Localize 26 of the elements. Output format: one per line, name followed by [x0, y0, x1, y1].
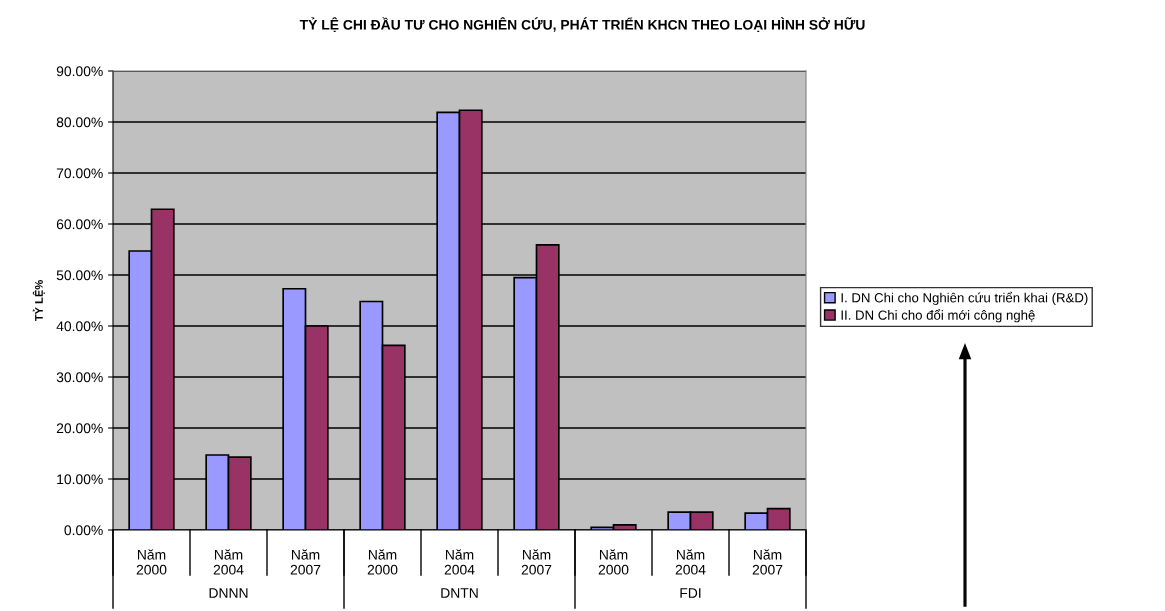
text: DNNN — [209, 588, 248, 598]
y-tick-label: 80.00% — [56, 117, 103, 128]
x-tick-label: Năm 2004 — [444, 549, 475, 575]
x-tick-label: Năm 2000 — [598, 549, 629, 575]
y-tick-label: 10.00% — [57, 474, 103, 485]
y-tick-label: 30.00% — [56, 372, 103, 383]
x-tick-label: Năm 2004 — [675, 549, 706, 575]
legend-label: II. DN Chi cho đổi mới công nghệ — [841, 308, 1035, 323]
x-tick-label: Năm 2007 — [521, 549, 552, 575]
x-tick-label: Năm 2004 — [213, 549, 244, 575]
y-tick-label: 50.00% — [56, 270, 103, 281]
x-tick-label: Năm 2007 — [752, 549, 783, 575]
chart-title: TỶ LỆ CHI ĐẦU TƯ CHO NGHIÊN CỨU, PHÁT TRIỂN KHCN THEO LOẠI HÌNH SỞ HỮU — [299, 17, 865, 33]
text: FDI — [680, 588, 701, 598]
y-tick-label: 0.00% — [64, 525, 103, 536]
y-tick-label: 70.00% — [56, 168, 103, 179]
x-tick-label: Năm 2007 — [290, 549, 321, 575]
y-tick-label: 20.00% — [56, 423, 103, 434]
text: DNTN — [441, 588, 478, 598]
y-axis-title: TỶ LỆ% — [32, 280, 45, 322]
x-tick-label: Năm 2000 — [367, 549, 398, 575]
y-tick-label: 90.00% — [56, 66, 103, 77]
legend-label: I. DN Chi cho Nghiên cứu triển khai (R&D) — [841, 291, 1088, 306]
y-tick-label: 40.00% — [56, 321, 103, 332]
x-tick-label: Năm 2000 — [136, 549, 167, 575]
y-tick-label: 60.00% — [56, 219, 103, 230]
